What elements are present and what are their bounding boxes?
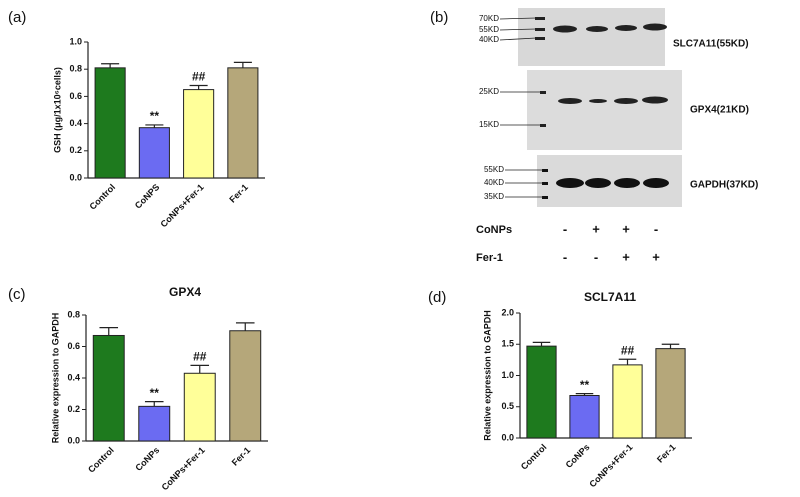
bar [526, 345, 557, 439]
bar [227, 67, 259, 179]
blot-image [527, 70, 682, 150]
marker-label: 40KD [484, 178, 504, 187]
bar [569, 395, 600, 439]
x-tick-label: CoNPS [133, 182, 162, 211]
treatment-label: CoNPs [476, 224, 512, 236]
x-tick-label: CoNPs+Fer-1 [587, 442, 634, 489]
annotation: ## [621, 343, 635, 357]
panel-label: (c) [8, 286, 26, 303]
treatment-sign: + [592, 221, 600, 236]
panel-label: (d) [428, 289, 446, 306]
treatment-sign: + [622, 221, 630, 236]
annotation: ## [193, 350, 207, 364]
blot-label: GAPDH(37KD) [690, 180, 758, 191]
bands [540, 91, 668, 127]
annotation: ** [580, 378, 590, 392]
bands [535, 17, 667, 40]
y-tick-label: 0.0 [501, 432, 514, 442]
chart-title: GPX4 [169, 285, 201, 299]
x-tick-label: Control [88, 182, 118, 212]
bar [655, 348, 686, 439]
bar [94, 67, 126, 179]
x-tick-label: Fer-1 [227, 182, 250, 205]
marker-label: 35KD [484, 192, 504, 201]
treatment-sign: - [563, 249, 567, 264]
panel-label: (b) [430, 9, 448, 26]
x-tick-label: CoNPs [133, 445, 161, 473]
blot-label: GPX4(21KD) [690, 105, 749, 116]
bar [183, 89, 215, 179]
y-tick-label: 0.0 [67, 435, 80, 445]
annotation: ** [150, 109, 160, 123]
y-axis-label: Relative expression to GAPDH [482, 310, 492, 441]
x-tick-label: CoNPs [564, 442, 592, 470]
y-axis-label: GSH (μg/1x10⁶cells) [52, 67, 62, 153]
marker-label: 40KD [479, 35, 499, 44]
bar [138, 127, 170, 179]
bar [138, 405, 171, 442]
annotation: ** [150, 386, 160, 400]
marker-label: 15KD [479, 120, 499, 129]
y-tick-label: 0.8 [69, 64, 82, 74]
y-tick-label: 0.4 [67, 372, 80, 382]
marker-label: 70KD [479, 14, 499, 23]
y-tick-label: 0.8 [67, 309, 80, 319]
panel-label: (a) [8, 9, 26, 26]
blot-label: SLC7A11(55KD) [673, 39, 749, 50]
y-tick-label: 0.5 [501, 401, 514, 411]
y-tick-label: 0.4 [69, 118, 82, 128]
treatment-sign: + [652, 249, 660, 264]
y-axis-label: Relative expression to GAPDH [50, 313, 60, 444]
x-tick-label: Control [519, 442, 549, 472]
bar [612, 364, 643, 439]
chart-title: SCL7A11 [584, 290, 636, 304]
y-tick-label: 0.2 [67, 404, 80, 414]
bar [92, 334, 125, 442]
x-tick-label: CoNPs+Fer-1 [160, 445, 207, 492]
treatment-sign: + [622, 249, 630, 264]
y-tick-label: 0.0 [69, 172, 82, 182]
marker-leaders [499, 17, 543, 198]
marker-label: 55KD [484, 165, 504, 174]
marker-label: 55KD [479, 25, 499, 34]
y-tick-label: 2.0 [501, 307, 514, 317]
blot-panel: (b) 70KD 55KD 40KD SLC7A11(55KD) 25KD 15… [430, 8, 758, 207]
treatment-sign: - [654, 221, 658, 236]
y-tick-label: 0.6 [69, 91, 82, 101]
treatment-sign: - [563, 221, 567, 236]
bar [229, 330, 262, 442]
y-tick-label: 1.5 [501, 339, 514, 349]
y-tick-label: 1.0 [69, 36, 82, 46]
bar [183, 372, 216, 442]
y-tick-label: 0.6 [67, 341, 80, 351]
annotation: ## [192, 70, 206, 84]
x-tick-label: Control [86, 445, 116, 475]
y-tick-label: 1.0 [501, 370, 514, 380]
marker-label: 25KD [479, 87, 499, 96]
bands [542, 169, 669, 199]
treatment-label: Fer-1 [476, 252, 503, 264]
x-tick-label: Fer-1 [230, 445, 253, 468]
x-tick-label: CoNPs+Fer-1 [158, 182, 205, 229]
y-tick-label: 0.2 [69, 145, 82, 155]
treatment-sign: - [594, 249, 598, 264]
x-tick-label: Fer-1 [655, 442, 678, 465]
